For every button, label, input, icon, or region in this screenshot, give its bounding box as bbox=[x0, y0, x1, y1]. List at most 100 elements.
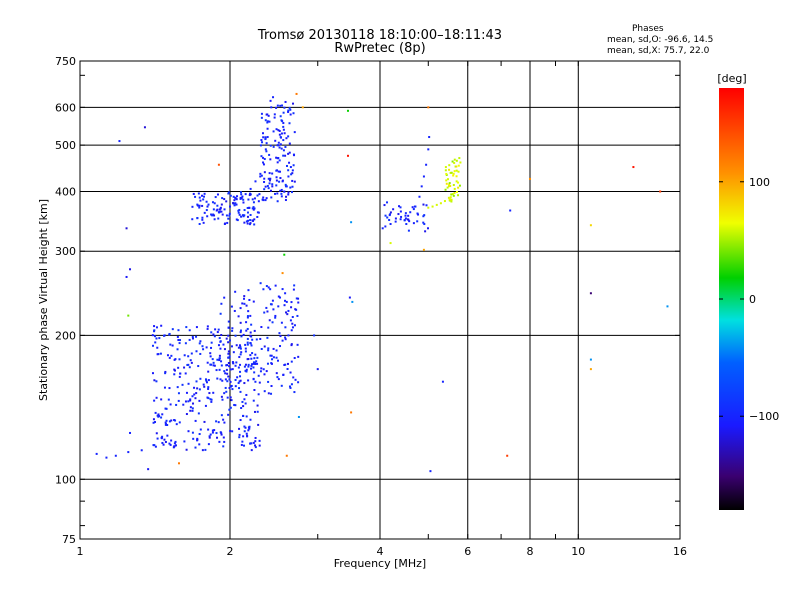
data-point bbox=[444, 188, 447, 191]
data-point bbox=[177, 462, 180, 465]
data-point bbox=[258, 381, 261, 384]
data-point bbox=[231, 388, 234, 391]
data-point bbox=[445, 179, 448, 182]
data-point bbox=[285, 454, 288, 457]
data-point bbox=[260, 367, 263, 370]
data-point bbox=[164, 423, 167, 426]
data-point bbox=[176, 348, 179, 351]
data-point bbox=[258, 193, 261, 196]
data-point bbox=[529, 177, 531, 180]
data-point bbox=[269, 158, 272, 161]
data-point bbox=[225, 337, 228, 340]
data-point bbox=[240, 193, 243, 196]
data-point bbox=[287, 152, 290, 155]
data-point bbox=[275, 184, 278, 187]
data-point bbox=[176, 386, 179, 389]
data-point bbox=[239, 331, 242, 334]
x-tick-label: 8 bbox=[527, 545, 534, 558]
data-point bbox=[236, 376, 239, 379]
data-point bbox=[276, 144, 279, 147]
data-point bbox=[229, 380, 232, 383]
data-point bbox=[233, 309, 236, 312]
data-point bbox=[230, 305, 233, 308]
data-point bbox=[275, 179, 278, 182]
data-point bbox=[288, 142, 291, 145]
data-point bbox=[267, 187, 270, 190]
data-point bbox=[209, 398, 212, 401]
y-tick-label: 600 bbox=[55, 101, 76, 114]
data-point bbox=[185, 413, 188, 416]
data-point bbox=[244, 363, 247, 366]
data-point bbox=[168, 442, 171, 445]
data-point bbox=[237, 346, 240, 349]
data-point bbox=[183, 366, 186, 369]
data-point bbox=[256, 410, 259, 413]
x-tick-label: 4 bbox=[377, 545, 384, 558]
data-point bbox=[193, 393, 196, 396]
data-point bbox=[210, 398, 213, 401]
data-point bbox=[207, 370, 210, 373]
data-point bbox=[296, 343, 299, 346]
data-point bbox=[157, 415, 160, 418]
data-point bbox=[227, 326, 230, 329]
data-point bbox=[223, 440, 226, 443]
data-point bbox=[244, 350, 247, 353]
data-point bbox=[243, 444, 246, 447]
data-point bbox=[198, 196, 201, 199]
data-point bbox=[399, 206, 402, 209]
data-point bbox=[290, 344, 293, 347]
data-point bbox=[407, 229, 410, 232]
data-point bbox=[195, 380, 198, 383]
data-point bbox=[246, 341, 249, 344]
data-point bbox=[215, 420, 218, 423]
data-point bbox=[282, 154, 285, 157]
data-point bbox=[234, 202, 237, 205]
data-point bbox=[173, 419, 176, 422]
data-point bbox=[174, 444, 177, 447]
data-point bbox=[269, 354, 272, 357]
data-point bbox=[398, 205, 401, 208]
data-point bbox=[170, 354, 173, 357]
data-point bbox=[283, 253, 286, 256]
data-point bbox=[292, 288, 295, 291]
data-point bbox=[95, 452, 98, 455]
data-point bbox=[223, 198, 226, 201]
data-point bbox=[269, 303, 272, 306]
data-point bbox=[589, 292, 592, 295]
data-point bbox=[192, 192, 195, 195]
data-point bbox=[445, 182, 448, 185]
data-point bbox=[276, 359, 279, 362]
data-point bbox=[187, 382, 190, 385]
data-point bbox=[287, 109, 290, 112]
data-point bbox=[284, 100, 287, 103]
data-point bbox=[105, 456, 108, 459]
data-point bbox=[245, 393, 248, 396]
data-point bbox=[246, 343, 249, 346]
data-point bbox=[198, 443, 201, 446]
data-point bbox=[453, 192, 456, 195]
data-point bbox=[439, 202, 442, 205]
data-point bbox=[239, 191, 242, 194]
data-point bbox=[242, 201, 245, 204]
data-point bbox=[218, 354, 221, 357]
data-point bbox=[267, 392, 270, 395]
data-point bbox=[278, 130, 281, 133]
data-point bbox=[224, 372, 227, 375]
data-point bbox=[426, 227, 429, 230]
data-point bbox=[279, 335, 282, 338]
colorbar-tick-label: 100 bbox=[749, 176, 770, 189]
data-point bbox=[173, 442, 176, 445]
data-point bbox=[169, 343, 172, 346]
colorbar-tick-label: −100 bbox=[749, 410, 779, 423]
data-point bbox=[446, 186, 449, 189]
data-point bbox=[230, 345, 233, 348]
data-point bbox=[220, 302, 223, 305]
data-point bbox=[213, 214, 216, 217]
data-point bbox=[429, 470, 432, 473]
data-point bbox=[154, 335, 157, 338]
data-point bbox=[239, 329, 242, 332]
data-point bbox=[253, 207, 256, 210]
chart-title-line2: RwPretec (8p) bbox=[334, 41, 426, 56]
data-point bbox=[155, 380, 158, 383]
data-point bbox=[177, 338, 180, 341]
